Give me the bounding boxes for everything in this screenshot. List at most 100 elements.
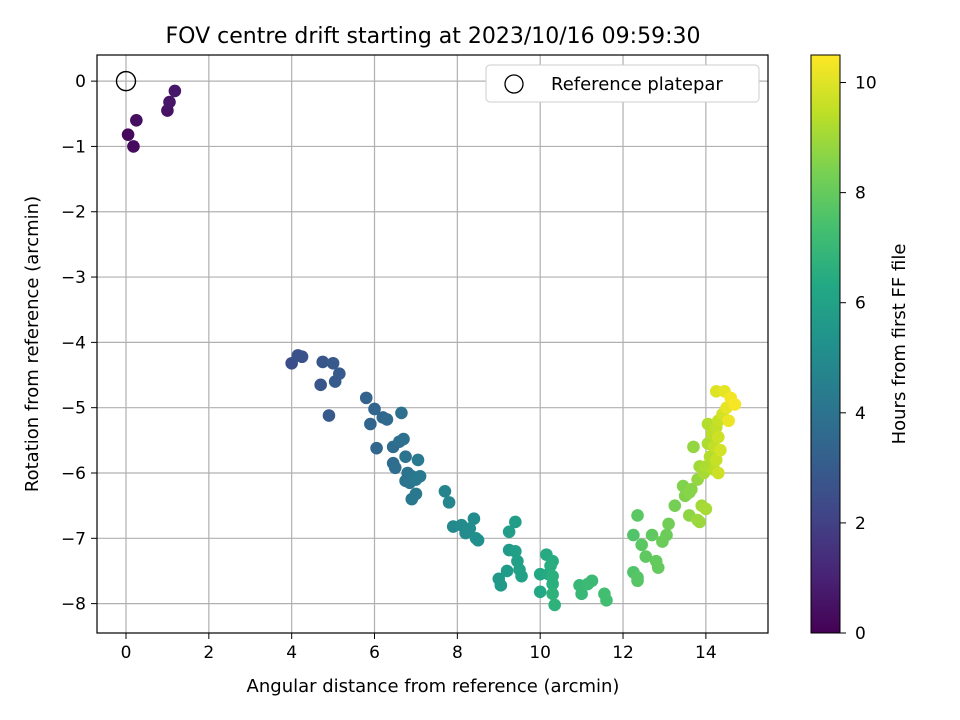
- data-point: [295, 350, 309, 364]
- colorbar-tick-label: 0: [855, 624, 866, 644]
- data-point: [163, 95, 176, 109]
- data-point: [722, 414, 735, 428]
- x-tick-label: 12: [612, 643, 634, 663]
- data-point: [714, 443, 727, 457]
- data-point: [442, 496, 456, 509]
- data-point: [548, 598, 561, 612]
- data-point: [397, 432, 410, 446]
- y-tick-label: −4: [61, 333, 86, 353]
- data-point: [380, 413, 394, 426]
- y-tick-label: −3: [61, 268, 86, 288]
- data-point: [546, 577, 559, 591]
- colorbar-gradient: [810, 54, 841, 634]
- data-point: [546, 587, 559, 601]
- x-tick-label: 0: [121, 643, 132, 663]
- x-tick-label: 10: [529, 643, 551, 663]
- colorbar-ticks: 0 2 4 6 8 10: [840, 74, 877, 644]
- data-point: [359, 391, 373, 405]
- y-tick-label: −6: [61, 464, 86, 484]
- plot-frame: [96, 54, 769, 634]
- data-point: [728, 398, 742, 411]
- y-tick-label: −5: [61, 399, 86, 419]
- data-point: [502, 525, 516, 539]
- data-point: [687, 440, 700, 454]
- data-point: [509, 515, 522, 529]
- data-point: [322, 409, 336, 422]
- x-tick-label: 4: [286, 643, 297, 663]
- colorbar-label: Hours from first FF file: [889, 244, 910, 445]
- data-point: [631, 509, 644, 522]
- y-tick-label: −7: [61, 529, 86, 549]
- legend: Reference platepar: [485, 64, 760, 103]
- data-point: [168, 84, 182, 98]
- data-point: [662, 517, 675, 531]
- data-point: [627, 528, 640, 542]
- data-point: [368, 402, 381, 416]
- legend-label: Reference platepar: [551, 74, 723, 95]
- y-tick-label: −1: [61, 137, 86, 157]
- data-point: [438, 484, 452, 498]
- grid-lines: [97, 55, 768, 633]
- data-point: [326, 356, 340, 370]
- data-point: [600, 594, 613, 607]
- y-tick-label: 0: [75, 72, 86, 92]
- data-point: [711, 430, 725, 444]
- data-point: [660, 528, 673, 542]
- data-point: [639, 550, 653, 563]
- data-point: [631, 574, 644, 588]
- data-point: [399, 450, 412, 463]
- data-point: [709, 453, 723, 467]
- data-point: [409, 487, 423, 501]
- colorbar: 0 2 4 6 8 10 Hours from first FF file: [810, 54, 910, 644]
- data-point: [500, 564, 514, 578]
- data-point: [546, 554, 559, 568]
- y-axis-ticks: 0 −1 −2 −3 −4 −5 −6 −7 −8: [61, 72, 97, 615]
- x-axis-ticks: 0 2 4 6 8 10 12 14: [121, 633, 717, 663]
- x-tick-label: 6: [369, 643, 380, 663]
- colorbar-tick-label: 6: [855, 294, 866, 314]
- data-point: [711, 466, 725, 480]
- x-tick-label: 8: [452, 643, 463, 663]
- data-point: [388, 461, 402, 475]
- data-point: [645, 528, 659, 542]
- data-point: [370, 441, 383, 455]
- data-point: [467, 512, 481, 526]
- data-point: [668, 499, 682, 512]
- data-point: [127, 140, 140, 153]
- data-point: [316, 355, 330, 369]
- data-point: [471, 533, 485, 547]
- chart-title: FOV centre drift starting at 2023/10/16 …: [166, 24, 701, 49]
- colorbar-tick-label: 10: [855, 74, 877, 94]
- data-point: [411, 453, 425, 467]
- data-point: [635, 538, 648, 552]
- y-axis-label: Rotation from reference (arcmin): [22, 196, 43, 492]
- data-point: [494, 579, 508, 592]
- x-tick-label: 14: [695, 643, 717, 663]
- data-point: [515, 569, 528, 583]
- data-point: [585, 574, 599, 588]
- data-point: [463, 522, 477, 535]
- data-point: [121, 128, 135, 141]
- data-point: [314, 378, 327, 392]
- y-tick-label: −2: [61, 203, 86, 223]
- colorbar-tick-label: 2: [855, 514, 866, 534]
- x-axis-label: Angular distance from reference (arcmin): [247, 676, 620, 697]
- reference-point-marker: [115, 70, 137, 92]
- data-points: [115, 70, 742, 612]
- data-point: [509, 545, 522, 558]
- data-point: [651, 561, 665, 574]
- data-point: [413, 469, 427, 483]
- colorbar-tick-label: 8: [855, 184, 866, 204]
- data-point: [685, 483, 698, 496]
- legend-marker: [504, 74, 524, 94]
- data-point: [693, 515, 706, 529]
- data-point: [699, 502, 713, 516]
- data-point: [575, 587, 588, 601]
- data-point: [533, 585, 547, 599]
- data-point: [364, 417, 377, 431]
- data-point: [333, 367, 346, 381]
- legend-box: [485, 64, 760, 103]
- x-tick-label: 2: [203, 643, 214, 663]
- data-point: [130, 114, 143, 127]
